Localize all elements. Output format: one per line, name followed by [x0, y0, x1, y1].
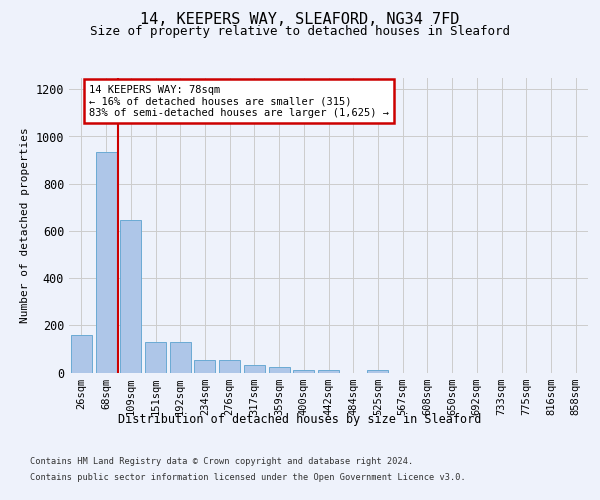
- Bar: [71, 334, 92, 372]
- Text: Contains public sector information licensed under the Open Government Licence v3: Contains public sector information licen…: [30, 472, 466, 482]
- Text: 14, KEEPERS WAY, SLEAFORD, NG34 7FD: 14, KEEPERS WAY, SLEAFORD, NG34 7FD: [140, 12, 460, 28]
- Bar: [318, 370, 339, 372]
- Bar: [120, 220, 141, 372]
- Text: 14 KEEPERS WAY: 78sqm
← 16% of detached houses are smaller (315)
83% of semi-det: 14 KEEPERS WAY: 78sqm ← 16% of detached …: [89, 84, 389, 118]
- Text: Distribution of detached houses by size in Sleaford: Distribution of detached houses by size …: [118, 412, 482, 426]
- Bar: [293, 370, 314, 372]
- Bar: [367, 370, 388, 372]
- Bar: [269, 366, 290, 372]
- Bar: [95, 152, 116, 372]
- Bar: [170, 342, 191, 372]
- Text: Size of property relative to detached houses in Sleaford: Size of property relative to detached ho…: [90, 25, 510, 38]
- Bar: [194, 360, 215, 372]
- Bar: [244, 366, 265, 372]
- Bar: [145, 342, 166, 372]
- Text: Contains HM Land Registry data © Crown copyright and database right 2024.: Contains HM Land Registry data © Crown c…: [30, 458, 413, 466]
- Y-axis label: Number of detached properties: Number of detached properties: [20, 127, 30, 323]
- Bar: [219, 360, 240, 372]
